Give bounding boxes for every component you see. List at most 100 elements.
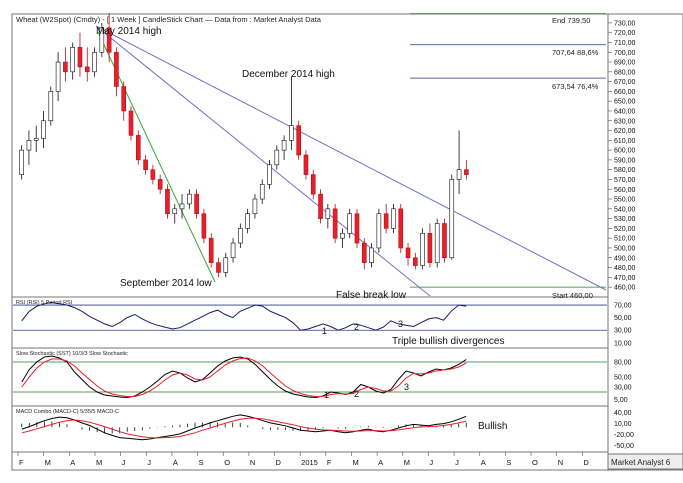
candle-body bbox=[41, 120, 46, 139]
macd-panel-title: MACD Combo (MACD-C) 5/35/5 MACD-C bbox=[16, 409, 119, 415]
macd-tick-label: 10,00 bbox=[614, 421, 632, 428]
fib-886-label: 707,64 88,6% bbox=[552, 48, 599, 57]
candle-body bbox=[376, 213, 382, 249]
stoch-divergence-2: 2 bbox=[354, 389, 359, 399]
x-tick-label: M bbox=[45, 458, 51, 467]
candle-body bbox=[165, 188, 170, 215]
stoch-divergence-1: 1 bbox=[324, 390, 329, 400]
chart-title: Wheat (W2Spot) (Cmdty) - [ 1 Week ] Cand… bbox=[16, 15, 322, 24]
candle-body bbox=[449, 179, 455, 259]
annotation-september-2014-low: September 2014 low bbox=[120, 278, 213, 289]
candle-body bbox=[121, 86, 127, 112]
x-tick-label: F bbox=[327, 458, 332, 467]
candle-body bbox=[230, 242, 236, 259]
candle-body bbox=[464, 169, 469, 175]
y-tick-label: 550,00 bbox=[614, 197, 636, 204]
x-tick-label: S bbox=[199, 458, 204, 467]
rsi-series-line bbox=[21, 301, 467, 331]
candle-body bbox=[70, 47, 75, 73]
x-tick-label: A bbox=[481, 458, 486, 467]
candle-body bbox=[55, 61, 61, 92]
y-tick-label: 640,00 bbox=[614, 108, 636, 115]
candle-body bbox=[259, 184, 265, 200]
x-tick-label: F bbox=[19, 458, 24, 467]
candle-body bbox=[172, 208, 178, 215]
candles-layer bbox=[19, 13, 469, 278]
candle-body bbox=[391, 208, 396, 229]
macd-layer bbox=[21, 414, 467, 441]
candle-body bbox=[157, 179, 163, 190]
stoch-d-line bbox=[21, 357, 467, 397]
candle-body bbox=[26, 140, 32, 151]
candle-body bbox=[114, 51, 119, 87]
candle-body bbox=[427, 232, 433, 263]
y-tick-label: 670,00 bbox=[614, 79, 636, 86]
x-tick-label: A bbox=[378, 458, 383, 467]
candle-body bbox=[106, 27, 112, 53]
trend-line-lower bbox=[95, 25, 431, 297]
rsi-tick-label: 50,00 bbox=[614, 315, 632, 322]
candle-body bbox=[318, 193, 323, 219]
stoch-tick-label: 80,00 bbox=[614, 360, 632, 367]
x-tick-label: 2015 bbox=[301, 458, 318, 467]
candle-body bbox=[383, 213, 389, 229]
macd-tick-label: -20,00 bbox=[614, 432, 634, 439]
y-tick-label: 570,00 bbox=[614, 177, 636, 184]
stoch-panel-title: Slow Stochastic (SST) 10/3/3 Slow Stocha… bbox=[16, 351, 128, 357]
x-tick-label: J bbox=[147, 458, 151, 467]
y-tick-label: 690,00 bbox=[614, 60, 636, 67]
rsi-tick-label: 10,00 bbox=[614, 340, 632, 347]
candle-body bbox=[245, 213, 250, 229]
y-tick-label: 490,00 bbox=[614, 255, 636, 262]
candle-body bbox=[77, 47, 83, 68]
candle-body bbox=[361, 242, 367, 263]
x-tick-label: M bbox=[352, 458, 358, 467]
y-tick-label: 560,00 bbox=[614, 187, 636, 194]
stoch-tick-label: 50,00 bbox=[614, 375, 632, 382]
x-tick-label: D bbox=[276, 458, 282, 467]
candle-body bbox=[369, 247, 374, 263]
candle-body bbox=[33, 138, 39, 141]
fib-start-label: Start 460,00 bbox=[552, 291, 593, 300]
candle-body bbox=[143, 159, 148, 170]
x-tick-label: M bbox=[96, 458, 102, 467]
macd-bullish-note: Bullish bbox=[478, 421, 507, 432]
x-axis-labels: F M A M J J A S O N D 2015 F M A M J J A S O N D bbox=[17, 452, 589, 467]
y-tick-label: 540,00 bbox=[614, 206, 636, 213]
y-tick-label: 720,00 bbox=[614, 30, 636, 37]
candle-body bbox=[281, 140, 287, 151]
y-tick-label: 510,00 bbox=[614, 236, 636, 243]
x-tick-label: J bbox=[122, 458, 126, 467]
macd-tick-label: -50,00 bbox=[614, 443, 634, 450]
x-tick-label: S bbox=[506, 458, 511, 467]
rsi-divergence-1: 1 bbox=[322, 326, 327, 336]
fib-end-label: End 739,50 bbox=[552, 16, 590, 25]
y-tick-label: 630,00 bbox=[614, 118, 636, 125]
candle-body bbox=[194, 193, 199, 215]
candle-body bbox=[420, 232, 425, 266]
candle-body bbox=[187, 193, 192, 205]
candle-body bbox=[150, 169, 156, 180]
macd-line bbox=[21, 414, 467, 441]
candle-body bbox=[128, 110, 134, 136]
candle-body bbox=[201, 213, 207, 239]
stochastic-layer bbox=[13, 355, 607, 399]
x-tick-label: O bbox=[224, 458, 230, 467]
x-tick-label: A bbox=[70, 458, 75, 467]
x-tick-label: O bbox=[532, 458, 538, 467]
candle-body bbox=[179, 203, 185, 210]
candle-body bbox=[332, 208, 338, 239]
y-tick-label: 590,00 bbox=[614, 157, 636, 164]
x-tick-label: N bbox=[250, 458, 255, 467]
y-tick-label: 710,00 bbox=[614, 40, 636, 47]
annotation-december-2014-high: December 2014 high bbox=[242, 69, 335, 80]
candle-body bbox=[63, 61, 68, 73]
y-tick-label: 600,00 bbox=[614, 148, 636, 155]
y-tick-label: 580,00 bbox=[614, 167, 636, 174]
trend-line-upper bbox=[95, 25, 607, 291]
annotation-false-break-low: False break low bbox=[336, 290, 407, 301]
stoch-tick-label: 5,00 bbox=[614, 397, 628, 404]
candle-body bbox=[398, 208, 404, 249]
candle-body bbox=[208, 237, 214, 263]
